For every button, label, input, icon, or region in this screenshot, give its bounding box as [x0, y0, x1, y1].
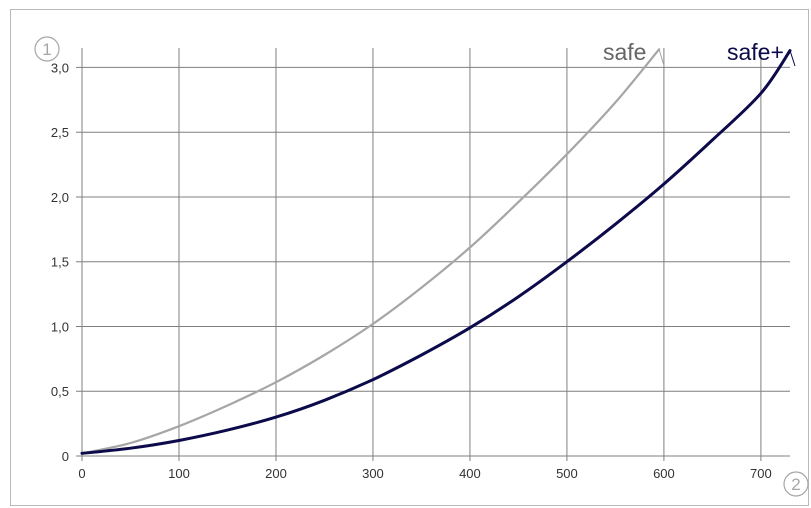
y-tick-label: 2,5	[51, 125, 69, 140]
x-tick-label: 200	[265, 466, 287, 481]
axis-badge-x-number: 2	[791, 475, 800, 494]
series-line-safe	[80, 48, 661, 455]
axis-badge-y	[34, 36, 60, 62]
x-tick-label: 300	[362, 466, 384, 481]
series-line-safe-plus	[80, 49, 792, 455]
series-label-leader	[658, 49, 665, 67]
y-tick-label: 3,0	[51, 60, 69, 75]
x-tick-label: 700	[750, 466, 772, 481]
x-tick-label: 400	[459, 466, 481, 481]
x-tick-label: 600	[653, 466, 675, 481]
x-tick-label: 0	[78, 466, 85, 481]
series-label-leader	[789, 50, 796, 67]
axes: 0 0,5 1,0 1,5 2,0 2,5 3,0 0 100 200 300 400 500 600 70…	[51, 60, 772, 481]
series-labels: safe safe+	[603, 39, 796, 67]
axis-badge-x	[783, 471, 809, 497]
y-tick-label: 0,5	[51, 384, 69, 399]
series-label-safe-plus: safe+	[727, 39, 784, 65]
series-label-safe: safe	[603, 39, 646, 65]
series-lines	[80, 48, 792, 455]
axis-badges: 12	[34, 36, 809, 497]
chart-frame	[10, 9, 809, 506]
x-tick-label: 100	[168, 466, 190, 481]
y-tick-label: 0	[62, 449, 69, 464]
y-tick-label: 1,5	[51, 255, 69, 270]
grid	[76, 48, 790, 461]
axis-badge-y-number: 1	[42, 40, 51, 59]
y-tick-label: 1,0	[51, 319, 69, 334]
x-tick-label: 500	[556, 466, 578, 481]
y-tick-label: 2,0	[51, 190, 69, 205]
